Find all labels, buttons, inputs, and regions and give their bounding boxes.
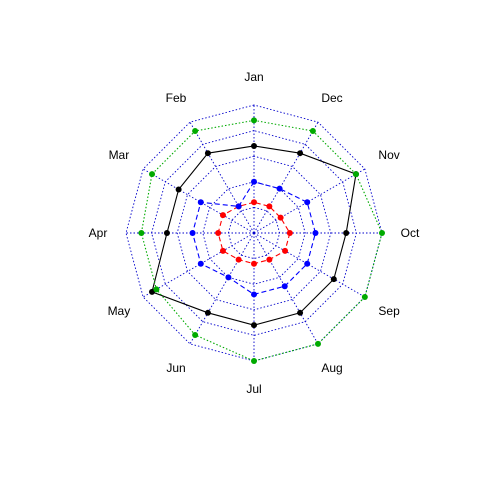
data-point	[204, 309, 211, 316]
grid-ring	[202, 181, 306, 285]
data-point	[266, 203, 273, 210]
series-4	[138, 117, 385, 364]
data-point	[215, 230, 222, 236]
data-point	[235, 203, 242, 210]
data-point	[149, 288, 156, 295]
grid-spoke	[253, 121, 319, 234]
data-point	[251, 199, 257, 206]
data-point	[276, 185, 283, 192]
data-point	[163, 230, 170, 236]
data-point	[251, 260, 257, 267]
data-point	[235, 256, 242, 263]
data-point	[219, 212, 226, 219]
axis-label-apr: Apr	[89, 226, 108, 240]
data-point	[251, 142, 257, 149]
data-point	[189, 230, 196, 236]
axis-label-oct: Oct	[401, 226, 420, 240]
axis-label-dec: Dec	[321, 91, 342, 105]
data-point	[225, 274, 232, 281]
axis-label-jun: Jun	[166, 361, 185, 375]
axis-label-aug: Aug	[321, 361, 342, 375]
data-point	[315, 340, 321, 347]
data-point	[149, 171, 156, 178]
grid-spoke	[189, 232, 255, 345]
axis-label-sep: Sep	[378, 304, 400, 318]
data-point	[330, 276, 337, 283]
data-point	[251, 291, 257, 298]
data-point	[251, 358, 257, 364]
data-point	[361, 294, 368, 300]
data-point	[251, 178, 257, 185]
data-point	[197, 199, 204, 206]
grid-ring	[125, 104, 383, 362]
series-line	[191, 181, 317, 296]
data-point	[312, 230, 319, 236]
data-point	[309, 128, 316, 135]
data-point	[282, 247, 289, 254]
grid-spoke	[189, 121, 255, 234]
data-point	[138, 230, 145, 236]
axis-labels: Jan Feb Mar Apr May Jun Jul Aug Sep Oct Nov Dec	[89, 70, 420, 396]
series-2	[189, 178, 319, 298]
data-point	[219, 247, 226, 254]
data-point	[343, 230, 350, 236]
data-point	[304, 199, 311, 206]
data-point	[175, 186, 182, 193]
data-point	[266, 256, 273, 263]
grid-ring	[176, 155, 332, 311]
data-point	[192, 128, 199, 135]
data-point	[153, 286, 160, 293]
data-point	[304, 260, 311, 267]
data-point	[277, 214, 284, 221]
data-point	[297, 309, 304, 316]
data-point	[204, 150, 211, 157]
data-point	[197, 260, 204, 267]
axis-label-may: May	[108, 304, 131, 318]
axis-label-jan: Jan	[244, 70, 263, 84]
data-point	[297, 150, 304, 157]
series-group	[138, 117, 385, 364]
axis-label-mar: Mar	[109, 148, 130, 162]
data-point	[379, 230, 385, 236]
data-point	[251, 117, 257, 124]
data-point	[281, 283, 288, 290]
data-point	[352, 171, 359, 178]
axis-label-nov: Nov	[378, 148, 399, 162]
axis-label-jul: Jul	[246, 382, 261, 396]
data-point	[286, 230, 293, 236]
axis-label-feb: Feb	[166, 91, 187, 105]
data-point	[251, 322, 257, 329]
series-line	[140, 119, 383, 362]
data-point	[192, 331, 199, 338]
